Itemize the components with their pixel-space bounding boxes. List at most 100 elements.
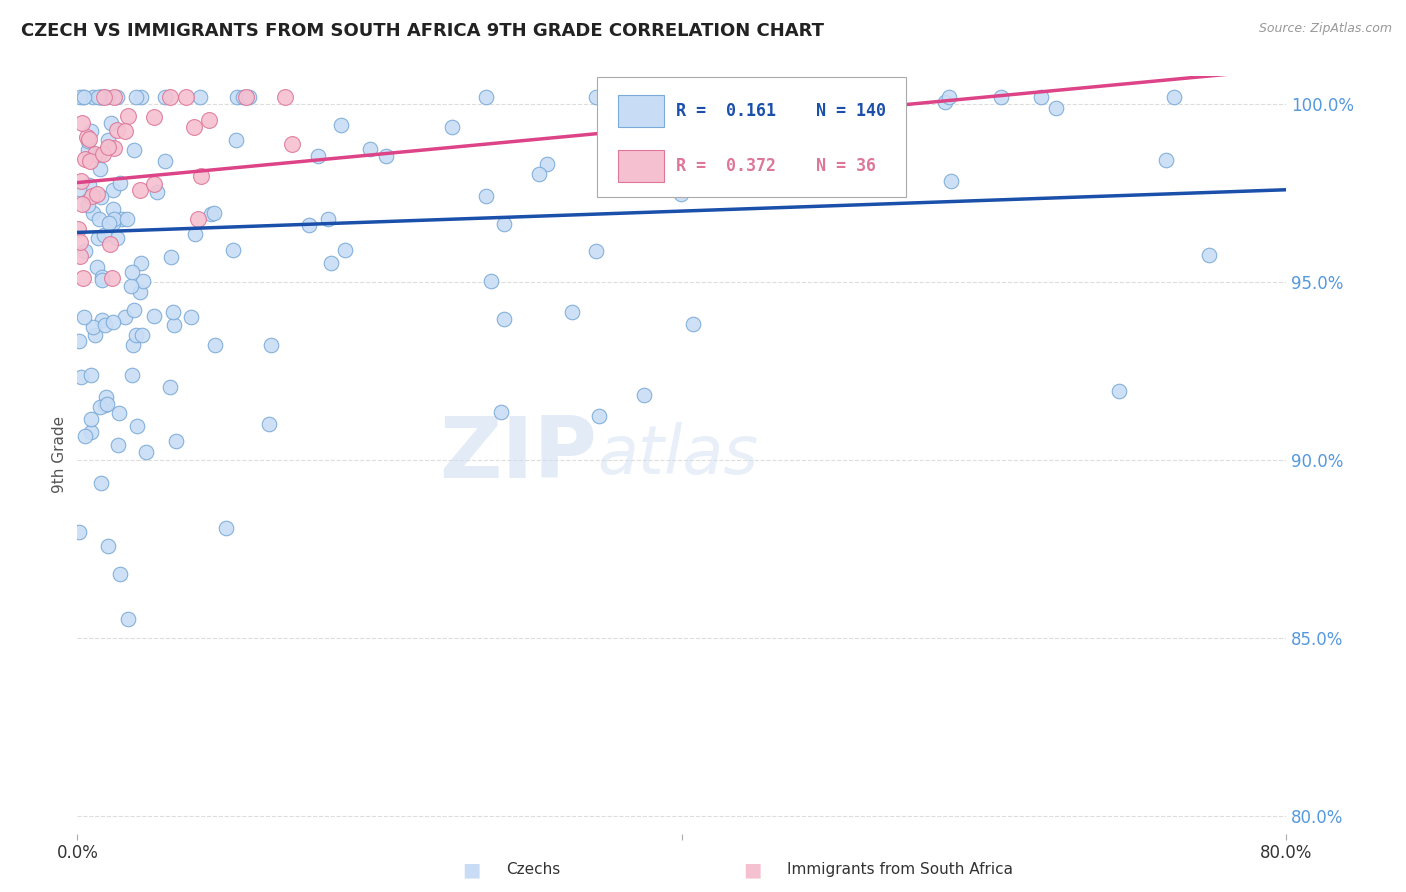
Point [225, 90, 247, 104]
Point [122, 143, 145, 157]
Point [174, 90, 197, 104]
Point [69, 182, 91, 196]
Point [103, 90, 125, 104]
Point [162, 318, 184, 333]
Point [96, 90, 118, 104]
Point [627, 149, 650, 163]
Point [82, 320, 104, 334]
Point [200, 207, 222, 221]
Point [98, 216, 121, 230]
Point [94, 318, 117, 332]
Point [786, 128, 808, 142]
Point [73, 428, 96, 442]
Point [221, 243, 243, 257]
Point [90, 476, 112, 491]
Point [440, 120, 463, 135]
Point [298, 218, 321, 232]
Text: ■: ■ [742, 860, 762, 880]
Point [775, 155, 797, 169]
Point [153, 90, 176, 104]
Point [97, 539, 120, 553]
Text: R =  0.161    N = 140: R = 0.161 N = 140 [676, 102, 886, 120]
Point [90, 312, 112, 326]
Point [142, 110, 165, 124]
Point [93, 90, 115, 104]
Point [235, 90, 257, 104]
Point [72, 90, 94, 104]
Text: R =  0.372    N = 36: R = 0.372 N = 36 [676, 157, 876, 175]
Point [319, 256, 342, 270]
Point [238, 90, 260, 104]
Point [96, 397, 118, 411]
Point [70, 197, 93, 211]
Point [79, 425, 101, 439]
Point [117, 212, 139, 227]
Point [70, 370, 93, 384]
Point [475, 189, 498, 203]
Point [215, 521, 238, 535]
Point [101, 183, 124, 197]
Point [159, 251, 181, 265]
Point [225, 133, 247, 147]
Point [94, 398, 117, 412]
Point [129, 255, 152, 269]
Point [374, 149, 396, 163]
Point [111, 211, 134, 226]
Point [669, 187, 692, 202]
Point [475, 90, 498, 104]
Point [527, 167, 550, 181]
Point [101, 315, 124, 329]
Point [773, 90, 796, 104]
Point [79, 178, 101, 192]
Point [122, 338, 145, 352]
Point [125, 90, 148, 104]
Point [77, 134, 100, 148]
Point [494, 217, 516, 231]
Point [121, 265, 143, 279]
Point [128, 285, 150, 300]
Point [89, 400, 111, 414]
Point [100, 116, 122, 130]
Point [129, 90, 152, 104]
Point [77, 132, 100, 146]
Point [180, 310, 202, 325]
Point [162, 305, 184, 319]
Point [1198, 247, 1220, 261]
Point [67, 222, 90, 236]
Point [145, 185, 167, 199]
Text: Immigrants from South Africa: Immigrants from South Africa [787, 863, 1014, 877]
Point [202, 206, 225, 220]
Bar [617, 95, 664, 127]
FancyBboxPatch shape [598, 78, 905, 197]
Point [75, 152, 97, 166]
Point [67, 525, 90, 540]
Point [101, 202, 124, 217]
Point [159, 379, 181, 393]
Point [89, 161, 111, 176]
Point [114, 310, 136, 325]
Point [132, 275, 155, 289]
Point [72, 90, 94, 104]
Point [316, 212, 339, 227]
Point [333, 244, 356, 258]
Point [84, 328, 107, 343]
Point [143, 309, 166, 323]
Point [87, 90, 110, 104]
Point [80, 411, 103, 425]
Point [86, 186, 108, 201]
Point [260, 337, 283, 351]
Text: CZECH VS IMMIGRANTS FROM SOUTH AFRICA 9TH GRADE CORRELATION CHART: CZECH VS IMMIGRANTS FROM SOUTH AFRICA 9T… [21, 22, 824, 40]
Point [183, 120, 205, 134]
Point [153, 153, 176, 168]
Point [93, 227, 115, 242]
Text: ■: ■ [461, 860, 481, 880]
Point [187, 212, 209, 227]
Point [89, 90, 111, 104]
Point [73, 244, 96, 258]
Point [184, 227, 207, 241]
Point [108, 406, 131, 420]
Point [561, 305, 583, 319]
Point [79, 153, 101, 168]
Point [82, 188, 104, 202]
Point [80, 368, 103, 383]
